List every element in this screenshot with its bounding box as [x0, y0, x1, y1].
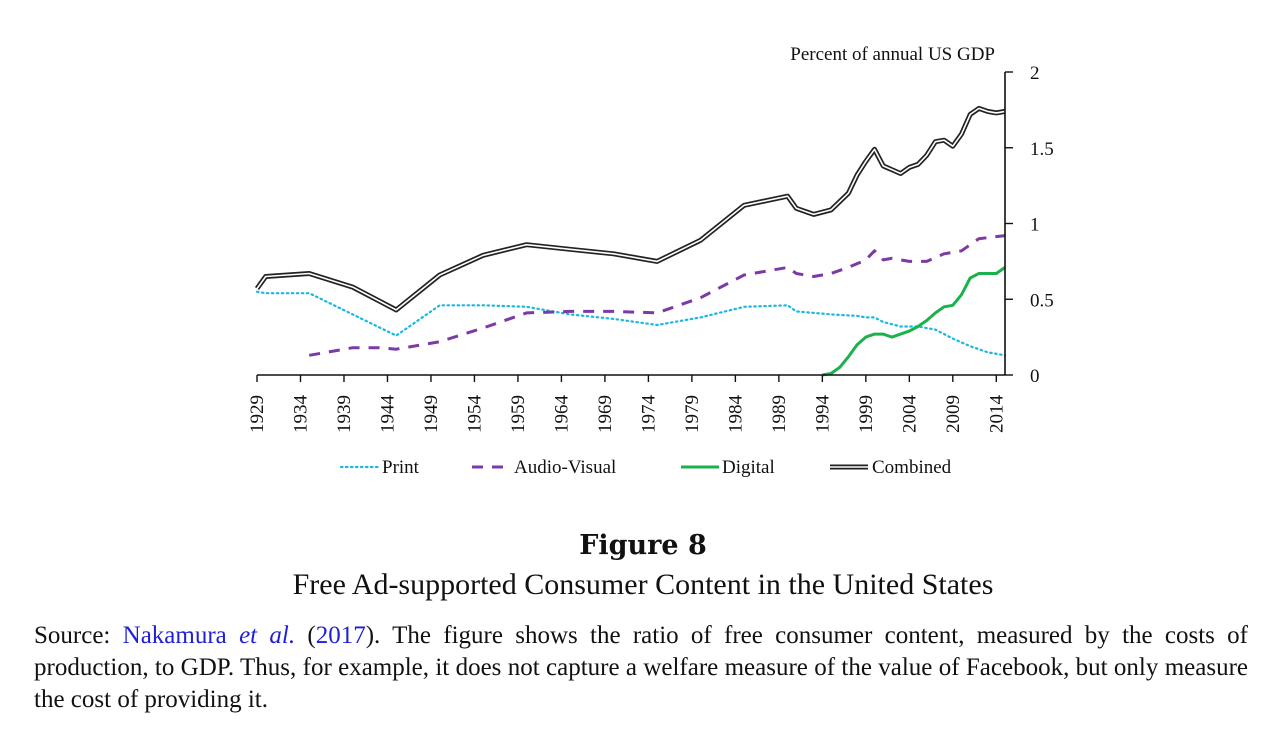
legend-label-audio-visual: Audio-Visual — [514, 457, 616, 478]
caption-paren: ( — [295, 622, 316, 649]
x-tick-label-1999: 1999 — [856, 395, 877, 433]
series-print — [255, 290, 1007, 357]
legend: Print Audio-Visual Digital Combined — [339, 457, 952, 478]
series-audio-visual — [308, 234, 1006, 357]
citation-author-link[interactable]: Nakamura — [122, 622, 240, 649]
citation-etal-link[interactable]: et al. — [239, 622, 296, 649]
x-tick-label-1984: 1984 — [725, 395, 746, 434]
x-tick-label-2004: 2004 — [899, 395, 920, 434]
x-tick-label-1939: 1939 — [334, 395, 355, 433]
y-tick-label-1: 1 — [1030, 215, 1040, 236]
series-combined-inner — [256, 107, 1006, 311]
series-combined-outer — [254, 105, 1006, 313]
x-tick-label-1954: 1954 — [464, 394, 485, 433]
x-tick-label-2014: 2014 — [986, 395, 1007, 433]
series-digital — [822, 266, 1006, 377]
x-tick-label-1944: 1944 — [377, 395, 398, 434]
caption-prefix: Source: — [34, 622, 123, 649]
x-tick-label-1934: 1934 — [290, 395, 311, 434]
x-tick-label-1964: 1964 — [551, 395, 572, 434]
line-chart: 1929 1934 1939 1944 1949 1954 1959 1964 1969 1974… — [247, 44, 1054, 478]
legend-label-combined: Combined — [872, 457, 952, 478]
x-tick-label-1994: 1994 — [812, 395, 833, 434]
x-tick-label-1974: 1974 — [638, 395, 659, 434]
y-tick-label-0.5: 0.5 — [1030, 290, 1054, 311]
y-tick-label-0: 0 — [1030, 366, 1040, 387]
figure-caption: Source: Nakamura et al. (2017). The figu… — [34, 620, 1248, 716]
legend-label-print: Print — [382, 457, 420, 478]
figure-title: Figure 8 — [579, 530, 707, 561]
x-tick-label-1989: 1989 — [769, 395, 790, 433]
x-tick-label-1969: 1969 — [595, 395, 616, 433]
x-tick-label-1929: 1929 — [247, 395, 268, 433]
legend-label-digital: Digital — [722, 457, 775, 478]
figure-subtitle: Free Ad-supported Consumer Content in th… — [292, 568, 994, 601]
axes: 1929 1934 1939 1944 1949 1954 1959 1964 1969 1974… — [247, 63, 1054, 433]
plot-lines — [254, 105, 1007, 377]
x-tick-label-1949: 1949 — [421, 395, 442, 433]
x-tick-label-1959: 1959 — [508, 395, 529, 433]
x-tick-label-1979: 1979 — [682, 395, 703, 433]
citation-year-link[interactable]: 2017 — [315, 622, 366, 649]
caption-body: ). The figure shows the ratio of free co… — [34, 622, 1249, 713]
y-tick-label-1.5: 1.5 — [1030, 139, 1054, 160]
x-tick-label-2009: 2009 — [943, 395, 964, 433]
y-tick-label-2: 2 — [1030, 63, 1040, 84]
y-axis-label: Percent of annual US GDP — [790, 44, 995, 65]
